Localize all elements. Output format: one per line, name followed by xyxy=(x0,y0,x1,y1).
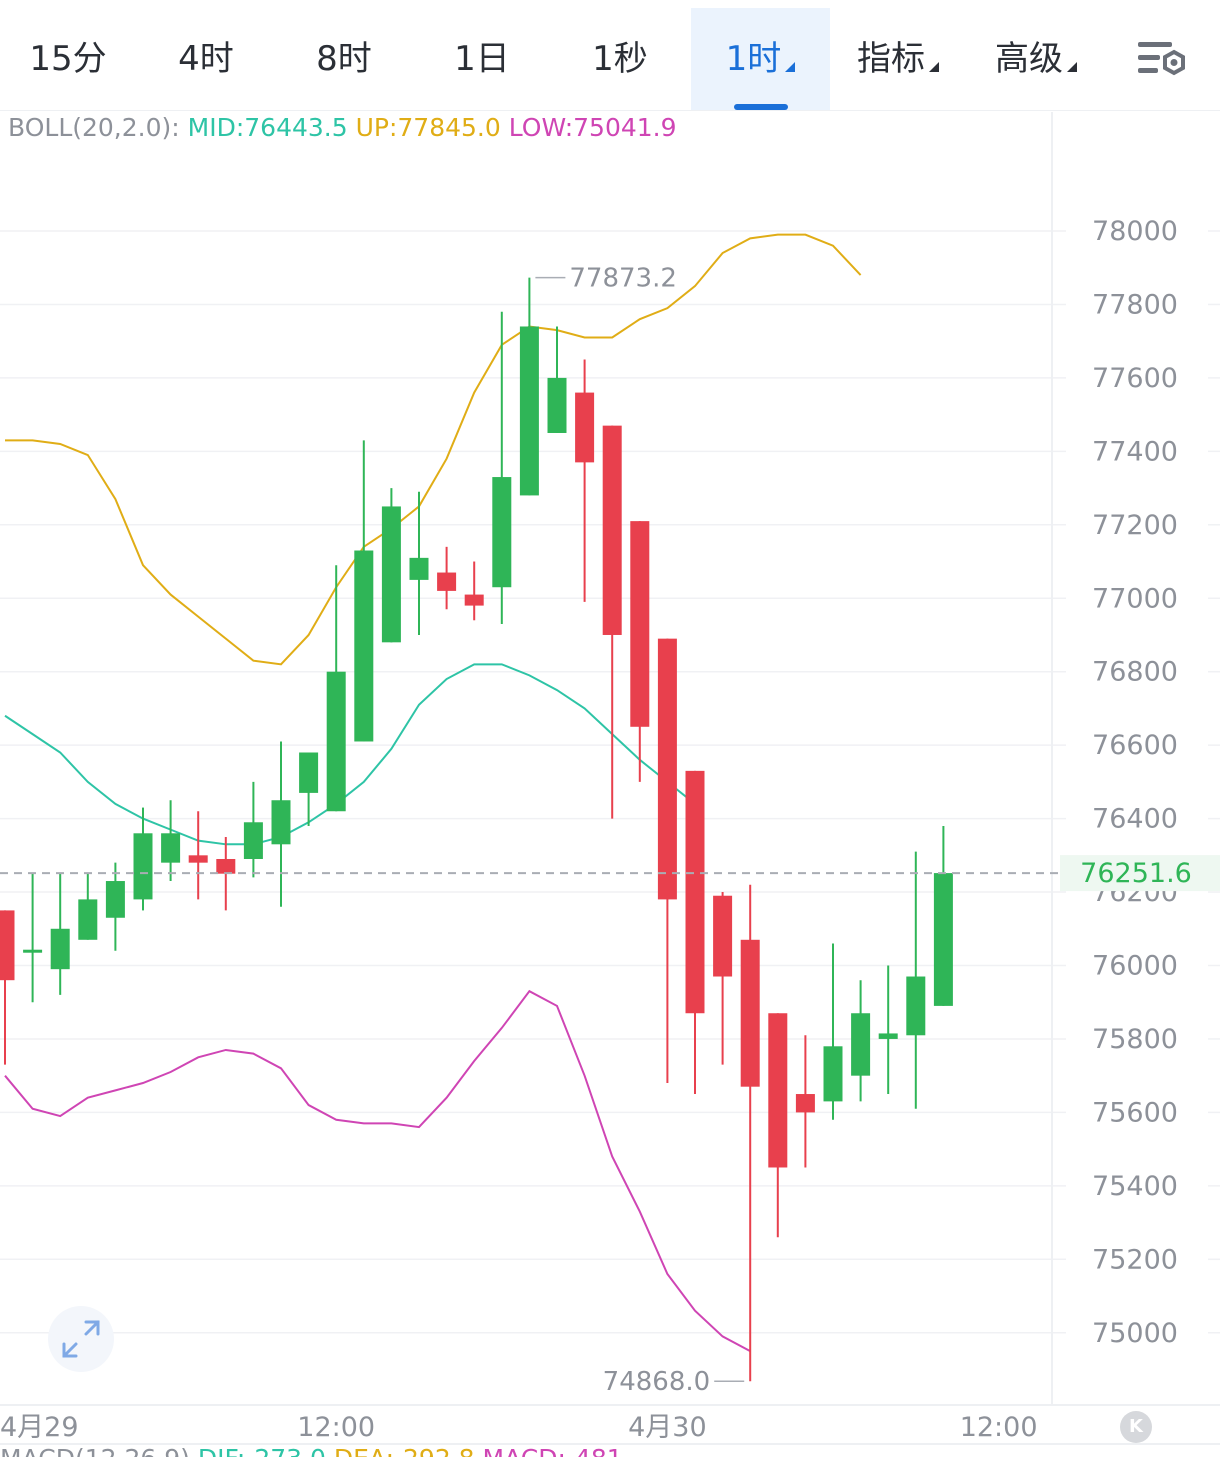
candle-body xyxy=(409,557,429,580)
y-tick-label: 75200 xyxy=(1092,1244,1178,1275)
candle-body xyxy=(547,377,567,433)
x-tick-label: 4月29 xyxy=(0,1412,79,1443)
candle-body xyxy=(878,1033,898,1039)
dropdown-caret-icon xyxy=(1067,62,1077,72)
candle-body xyxy=(381,506,401,643)
boll-middle-line xyxy=(4,663,696,846)
macd-macd-value: MACD:-481 xyxy=(483,1444,623,1457)
tab-3[interactable]: 1日 xyxy=(414,8,550,110)
expand-arrows-icon xyxy=(62,1320,100,1358)
boll-low-value: LOW:75041.9 xyxy=(508,113,677,142)
y-tick-label: 76400 xyxy=(1092,804,1178,835)
candle-body xyxy=(768,1013,788,1168)
tab-label: 8时 xyxy=(316,39,372,79)
y-tick-label: 77400 xyxy=(1092,436,1178,467)
y-tick-label: 77800 xyxy=(1092,289,1178,320)
candle-body xyxy=(657,638,677,900)
boll-mid-value: MID:76443.5 xyxy=(187,113,348,142)
tab-label: 高级 xyxy=(995,39,1063,79)
tab-label: 指标 xyxy=(857,39,925,79)
candle-body xyxy=(23,949,43,953)
tab-0[interactable]: 15分 xyxy=(0,8,136,110)
x-tick-label: 12:00 xyxy=(297,1412,375,1443)
boll-up-value: UP:77845.0 xyxy=(355,113,501,142)
boll-legend: BOLL(20,2.0): MID:76443.5 UP:77845.0 LOW… xyxy=(8,113,677,142)
candle-body xyxy=(271,800,291,845)
boll-upper-line xyxy=(5,233,862,666)
candle-body xyxy=(630,521,650,727)
y-tick-label: 76800 xyxy=(1092,657,1178,688)
macd-legend: MACD(12,26,9) DIF:-273.0 DEA:-292.8 MACD… xyxy=(0,1444,623,1457)
candle-body xyxy=(326,671,346,812)
current-price-tag xyxy=(1060,855,1220,892)
tab-5[interactable]: 1时 xyxy=(691,8,830,110)
macd-dif-value: DIF:-273.0 xyxy=(198,1444,326,1457)
y-tick-label: 75400 xyxy=(1092,1171,1178,1202)
candle-body xyxy=(354,550,374,742)
candle-body xyxy=(161,833,181,863)
candle-body xyxy=(602,425,622,635)
y-tick-label: 77600 xyxy=(1092,363,1178,394)
candle-body xyxy=(50,928,70,970)
candle-body xyxy=(933,873,953,1006)
y-tick-label: 75000 xyxy=(1092,1318,1178,1349)
candle-body xyxy=(105,881,125,918)
candle-body xyxy=(713,895,733,977)
dropdown-caret-icon xyxy=(785,62,796,72)
expand-button[interactable] xyxy=(48,1306,114,1372)
candle-body xyxy=(216,858,236,874)
tab-label: 1时 xyxy=(725,39,782,79)
candle-body xyxy=(464,594,484,606)
candle-body xyxy=(78,899,98,940)
k-badge-icon[interactable]: K xyxy=(1120,1411,1152,1443)
tab-7[interactable]: 高级 xyxy=(968,8,1104,110)
candle-body xyxy=(0,910,15,981)
candle-body xyxy=(188,855,208,863)
current-price-label: 76251.6 xyxy=(1080,858,1192,889)
boll-lower-line xyxy=(4,989,751,1352)
timeframe-tabbar: 15分 4时 8时 1日 1秒 1时 指标 高级 xyxy=(0,0,1220,111)
y-tick-label: 75600 xyxy=(1092,1097,1178,1128)
macd-dea-value: DEA:-292.8 xyxy=(334,1444,475,1457)
low-marker-label: 74868.0 xyxy=(603,1367,711,1397)
x-tick-label: 12:00 xyxy=(960,1412,1038,1443)
y-tick-label: 75800 xyxy=(1092,1024,1178,1055)
tab-label: 15分 xyxy=(29,39,107,79)
candle-body xyxy=(823,1046,843,1102)
candle-body xyxy=(851,1013,871,1076)
tab-label: 1日 xyxy=(454,39,510,79)
candle-body xyxy=(906,976,926,1036)
candle-body xyxy=(519,326,539,496)
tab-1[interactable]: 4时 xyxy=(138,8,274,110)
candle-body xyxy=(437,572,457,591)
y-tick-label: 76000 xyxy=(1092,951,1178,982)
dropdown-caret-icon xyxy=(929,62,939,72)
candle-body xyxy=(685,770,705,1014)
y-tick-label: 76600 xyxy=(1092,730,1178,761)
y-tick-label: 77000 xyxy=(1092,583,1178,614)
boll-label: BOLL(20,2.0): xyxy=(8,113,180,142)
y-tick-label: 78000 xyxy=(1092,216,1178,247)
chart-settings-icon[interactable] xyxy=(1136,38,1190,82)
tab-4[interactable]: 1秒 xyxy=(552,8,688,110)
candle-body xyxy=(795,1094,815,1113)
tab-2[interactable]: 8时 xyxy=(276,8,412,110)
macd-label: MACD(12,26,9) xyxy=(0,1444,190,1457)
tab-label: 1秒 xyxy=(592,39,648,79)
candle-body xyxy=(299,752,319,793)
candle-body xyxy=(740,939,760,1087)
x-tick-label: 4月30 xyxy=(628,1412,707,1443)
candle-body xyxy=(575,392,595,463)
active-tab-indicator xyxy=(733,104,788,110)
y-tick-label: 77200 xyxy=(1092,510,1178,541)
candle-body xyxy=(133,833,153,900)
high-marker-label: 77873.2 xyxy=(569,264,677,294)
tab-6[interactable]: 指标 xyxy=(830,8,966,110)
candle-body xyxy=(492,477,512,588)
tab-label: 4时 xyxy=(178,39,234,79)
candle-body xyxy=(243,822,263,859)
